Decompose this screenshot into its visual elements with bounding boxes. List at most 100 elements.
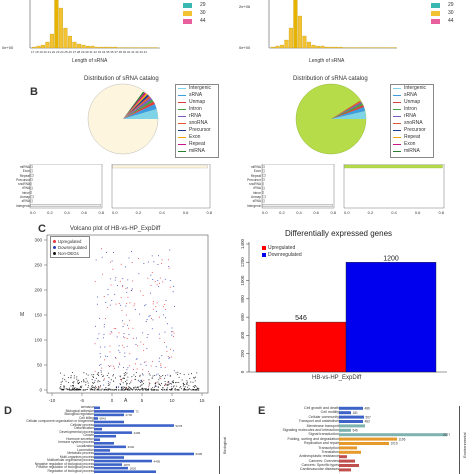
volcano-point xyxy=(143,379,145,381)
go-term-bar xyxy=(94,452,194,456)
legend-num: 30 xyxy=(200,10,206,16)
volcano-point xyxy=(85,381,87,383)
volcano-point xyxy=(87,382,89,384)
category-bar xyxy=(262,199,265,203)
panel-b-left-barplot xyxy=(29,164,211,209)
volcano-point xyxy=(151,255,153,257)
volcano-point xyxy=(152,303,154,305)
category-bar xyxy=(262,182,264,186)
volcano-point xyxy=(155,382,157,384)
volcano-point xyxy=(121,380,123,382)
volcano-point xyxy=(193,388,195,390)
volcano-point xyxy=(161,389,163,391)
volcano-point xyxy=(138,389,140,391)
volcano-point xyxy=(183,374,185,376)
volcano-point xyxy=(172,386,174,388)
legend-label: rRNA xyxy=(404,113,417,119)
volcano-point xyxy=(110,331,112,333)
legend-entry: miRNA xyxy=(391,148,433,155)
length-bar xyxy=(81,44,86,49)
length-bar xyxy=(148,47,154,49)
volcano-point xyxy=(98,389,100,391)
legend-entry: Exon xyxy=(391,141,433,148)
go-term-bar xyxy=(94,456,124,459)
volcano-point xyxy=(86,380,88,382)
volcano-point xyxy=(192,385,194,387)
volcano-point xyxy=(70,375,72,377)
bar-category-label: sRNA xyxy=(21,199,30,204)
volcano-point xyxy=(140,290,142,292)
volcano-point xyxy=(171,327,173,329)
category-bar xyxy=(30,195,34,199)
volcano-point xyxy=(151,377,153,379)
volcano-point xyxy=(106,388,108,390)
volcano-point xyxy=(126,384,128,386)
volcano-point xyxy=(110,261,112,263)
volcano-point xyxy=(179,387,181,389)
x-tick-label: 15 xyxy=(199,398,205,403)
volcano-point xyxy=(118,386,120,388)
volcano-point xyxy=(129,319,131,321)
kegg-term-count: 546 xyxy=(353,429,359,433)
volcano-point xyxy=(67,377,69,379)
volcano-point xyxy=(79,386,81,388)
volcano-point xyxy=(154,386,156,388)
volcano-point xyxy=(133,368,135,370)
volcano-point xyxy=(143,388,145,390)
go-term-label: Locomotion xyxy=(76,447,94,452)
length-bar xyxy=(126,47,131,49)
go-term-count: 6305 xyxy=(196,452,203,456)
panel-e-chart: Cell growth and death Cell motility Cellul… xyxy=(237,406,474,474)
length-bar xyxy=(374,47,379,49)
volcano-point xyxy=(126,382,128,384)
volcano-point xyxy=(76,376,78,378)
volcano-point xyxy=(99,386,101,388)
go-term-count: 1870 xyxy=(124,463,131,467)
legend-swatch xyxy=(178,87,186,90)
volcano-x-label: A xyxy=(124,398,128,404)
volcano-point xyxy=(178,381,180,383)
volcano-point xyxy=(162,387,164,389)
volcano-point xyxy=(178,389,180,391)
volcano-point xyxy=(193,387,195,389)
bar-category-label: miRNA xyxy=(250,165,261,169)
kegg-term-label: Cellular community xyxy=(308,414,339,419)
length-bar xyxy=(311,44,316,49)
volcano-point xyxy=(97,338,99,340)
x-tick: 0.2 xyxy=(135,210,142,215)
volcano-point xyxy=(114,293,116,295)
go-term-label: Multicellular organismal process xyxy=(47,458,94,463)
volcano-point xyxy=(108,377,110,379)
volcano-point xyxy=(190,381,192,383)
volcano-point xyxy=(123,333,125,335)
volcano-point xyxy=(157,264,159,266)
volcano-point xyxy=(107,388,109,390)
volcano-point xyxy=(64,379,66,381)
volcano-point xyxy=(101,388,103,390)
volcano-point xyxy=(149,374,151,376)
volcano-point xyxy=(160,377,162,379)
volcano-point xyxy=(121,388,123,390)
volcano-point xyxy=(113,389,115,391)
volcano-point xyxy=(149,315,151,317)
volcano-point xyxy=(147,370,149,372)
length-bar xyxy=(365,47,370,49)
length-bar xyxy=(315,45,321,49)
volcano-point xyxy=(78,388,80,390)
volcano-point xyxy=(148,386,150,388)
kegg-term-label: Cell motility xyxy=(320,410,339,415)
volcano-point xyxy=(120,384,122,386)
volcano-point xyxy=(126,387,128,389)
volcano-point xyxy=(170,383,172,385)
kegg-term-label: Translation xyxy=(321,449,339,454)
volcano-point xyxy=(167,259,169,261)
kegg-term-count: 486 xyxy=(365,407,371,411)
volcano-point xyxy=(108,372,110,374)
panel-e-letter: E xyxy=(258,405,266,417)
volcano-point xyxy=(177,371,179,373)
legend-label: Intron xyxy=(404,106,417,112)
kegg-term-label: Folding, sorting and degradation xyxy=(287,436,339,441)
y-tick-label: 1000 xyxy=(240,275,245,286)
volcano-point xyxy=(83,380,85,382)
length-bar xyxy=(288,27,294,49)
